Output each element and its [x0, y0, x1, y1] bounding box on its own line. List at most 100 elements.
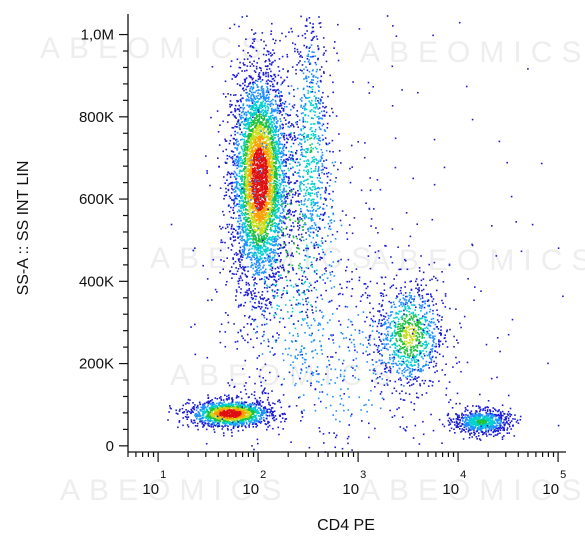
event-dot	[254, 221, 257, 224]
event-dot	[243, 118, 246, 121]
event-dot	[243, 248, 246, 251]
event-dot	[271, 187, 274, 189]
event-dot	[285, 134, 288, 137]
event-dot	[263, 197, 265, 199]
event-dot	[271, 161, 274, 164]
event-dot	[280, 200, 283, 203]
event-dot	[303, 270, 306, 273]
event-dot	[239, 189, 242, 191]
event-dot	[247, 173, 250, 175]
event-dot	[271, 176, 273, 179]
event-dot	[253, 162, 256, 164]
event-dot	[265, 91, 268, 94]
event-dot	[265, 220, 268, 222]
event-dot	[265, 139, 268, 142]
event-dot	[235, 252, 237, 254]
event-dot	[246, 91, 249, 94]
event-dot	[247, 149, 250, 152]
event-dot	[283, 246, 286, 248]
event-dot	[265, 172, 267, 174]
event-dot	[268, 179, 270, 182]
event-dot	[251, 190, 254, 192]
event-dot	[256, 160, 258, 162]
event-dot	[270, 115, 272, 118]
event-dot	[292, 222, 294, 224]
event-dot	[253, 216, 256, 219]
event-dot	[199, 417, 202, 420]
event-dot	[276, 122, 278, 125]
event-dot	[239, 178, 242, 180]
event-dot	[265, 248, 267, 250]
event-dot	[236, 83, 239, 85]
event-dot	[246, 294, 249, 297]
event-dot	[195, 406, 198, 409]
event-dot	[235, 141, 238, 143]
event-dot	[243, 225, 246, 228]
event-dot	[256, 179, 259, 182]
event-dot	[282, 233, 284, 236]
event-dot	[278, 112, 281, 115]
event-dot	[269, 176, 271, 179]
event-dot	[275, 252, 277, 254]
event-dot	[297, 217, 299, 219]
event-dot	[208, 425, 211, 427]
event-dot	[241, 272, 244, 275]
event-dot	[239, 219, 242, 221]
event-dot	[274, 213, 276, 215]
event-dot	[241, 401, 243, 403]
event-dot	[259, 198, 262, 200]
event-dot	[274, 137, 276, 139]
event-dot	[245, 120, 248, 122]
event-dot	[247, 134, 249, 136]
event-dot	[265, 246, 267, 248]
event-dot	[251, 114, 254, 116]
event-dot	[251, 305, 254, 308]
event-dot	[241, 175, 243, 178]
event-dot	[260, 107, 262, 110]
event-dot	[245, 127, 247, 130]
event-dot	[275, 127, 277, 130]
event-dot	[251, 143, 253, 145]
event-dot	[194, 414, 196, 417]
event-dot	[214, 397, 217, 399]
event-dot	[253, 244, 255, 247]
event-dot	[271, 239, 274, 241]
event-dot	[298, 233, 300, 236]
event-dot	[259, 152, 261, 154]
event-dot	[265, 268, 267, 271]
event-dot	[251, 254, 254, 257]
event-dot	[254, 139, 256, 141]
event-dot	[242, 409, 244, 411]
event-dot	[250, 137, 252, 139]
event-dot	[269, 158, 271, 160]
event-dot	[239, 232, 242, 235]
event-dot	[205, 415, 207, 418]
event-dot	[261, 104, 264, 107]
event-dot	[250, 266, 252, 268]
event-dot	[256, 199, 259, 201]
event-dot	[271, 188, 274, 191]
event-dot	[246, 186, 249, 188]
event-dot	[244, 131, 247, 133]
event-dot	[269, 255, 271, 257]
event-dot	[240, 239, 243, 242]
event-dot	[260, 230, 263, 232]
event-dot	[285, 123, 287, 125]
event-dot	[268, 162, 270, 164]
event-dot	[265, 162, 268, 164]
event-dot	[267, 87, 269, 90]
event-dot	[290, 201, 292, 203]
event-dot	[236, 108, 239, 111]
event-dot	[248, 141, 250, 143]
event-dot	[269, 131, 272, 134]
event-dot	[241, 165, 243, 167]
event-dot	[226, 173, 229, 176]
event-dot	[261, 184, 264, 186]
event-dot	[195, 409, 198, 411]
event-dot	[247, 255, 249, 257]
event-dot	[272, 164, 274, 167]
event-dot	[297, 195, 300, 197]
event-dot	[269, 207, 271, 209]
event-dot	[256, 86, 259, 89]
event-dot	[250, 170, 252, 173]
